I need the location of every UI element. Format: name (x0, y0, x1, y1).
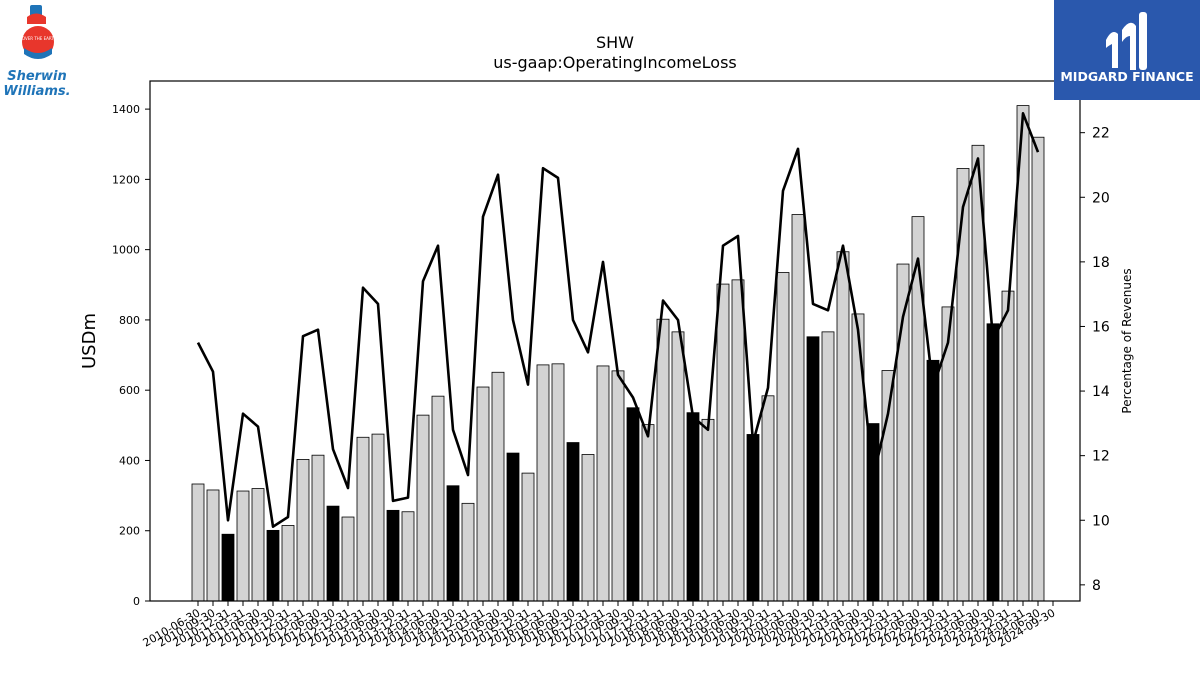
bar-2015-06-30 (491, 371, 505, 602)
y-tick-label: 200 (119, 525, 140, 538)
logo-text-sherwin: Sherwin (7, 69, 67, 84)
bar-2019-03-31 (716, 283, 730, 602)
midgard-finance-logo: MIDGARD FINANCE (1054, 0, 1200, 100)
bar-2010-09-30 (206, 489, 220, 602)
logo-text-williams: Williams. (3, 84, 70, 99)
y-tick-label: 0 (133, 595, 140, 608)
logo-seal-text: COVER THE EARTH (19, 36, 57, 41)
bar-2014-06-30 (431, 395, 445, 602)
bar-2019-09-30 (746, 434, 760, 602)
bar-2021-06-30 (851, 313, 865, 602)
chart-subtitle: us-gaap:OperatingIncomeLoss (493, 53, 737, 72)
bar-2021-09-30 (866, 423, 880, 602)
midgard-mark-icon (1106, 32, 1118, 68)
bar-2017-12-31 (641, 424, 655, 602)
bar-2016-12-31 (581, 454, 595, 602)
bar-2011-12-31 (281, 525, 295, 602)
bar-2022-09-30 (926, 359, 940, 602)
bar-2020-12-31 (821, 331, 835, 602)
bar-2018-09-30 (686, 412, 700, 602)
bar-2018-03-31 (656, 318, 670, 602)
plot-frame (149, 80, 1081, 602)
globe-icon (22, 26, 54, 58)
bar-2020-03-31 (776, 272, 790, 602)
y2-tick-label: 10 (1092, 513, 1110, 529)
midgard-text: MIDGARD FINANCE (1060, 69, 1193, 84)
bar-2021-03-31 (836, 251, 850, 602)
midgard-mark-bar (1139, 12, 1147, 70)
bar-2010-12-31 (221, 533, 235, 602)
bar-2023-12-31 (1001, 290, 1015, 602)
y-tick-label: 1000 (112, 244, 140, 257)
bar-2021-12-31 (881, 370, 895, 602)
bar-2012-09-30 (326, 505, 340, 602)
bar-2016-06-30 (551, 363, 565, 602)
bar-2010-06-30 (191, 483, 205, 602)
y2-tick-label: 12 (1092, 449, 1110, 465)
y2-tick-label: 14 (1092, 384, 1110, 400)
axes-group: 0 200 400 600 800 1000 1200 1400 8 10 12 14 16 18 20 22… (112, 80, 1110, 650)
bar-2012-03-31 (296, 459, 310, 602)
bar-2015-12-31 (521, 472, 535, 602)
y-tick-label: 400 (119, 454, 140, 467)
bar-2020-06-30 (791, 214, 805, 602)
globe-base-icon (24, 48, 52, 59)
bar-2023-09-30 (986, 323, 1000, 602)
bar-2022-12-31 (941, 306, 955, 602)
bar-2013-06-30 (371, 433, 385, 602)
bar-2014-03-31 (416, 414, 430, 602)
midgard-mark-icon-2 (1122, 22, 1136, 70)
bar-2018-12-31 (701, 418, 715, 602)
bar-2013-03-31 (356, 436, 370, 602)
bar-2014-12-31 (461, 502, 475, 602)
bar-2015-09-30 (506, 452, 520, 602)
y2-tick-label: 18 (1092, 255, 1110, 271)
y-tick-label: 800 (119, 314, 140, 327)
bar-2013-09-30 (386, 509, 400, 602)
bar-2024-06-30 (1031, 136, 1045, 602)
y2-tick-label: 16 (1092, 319, 1110, 335)
bar-2016-09-30 (566, 442, 580, 602)
bar-2012-12-31 (341, 516, 355, 602)
bar-2017-03-31 (596, 365, 610, 602)
percentage-line (196, 112, 1040, 529)
bar-2017-06-30 (611, 370, 625, 602)
y2-tick-label: 8 (1092, 578, 1101, 594)
y-axis-label: USDm (79, 313, 100, 369)
y2-tick-label: 22 (1092, 126, 1110, 142)
bar-2011-09-30 (266, 529, 280, 602)
bar-2014-09-30 (446, 485, 460, 602)
bar-2012-06-30 (311, 454, 325, 602)
y-tick-label: 1200 (112, 173, 140, 186)
bar-2019-06-30 (731, 279, 745, 602)
bar-2019-12-31 (761, 395, 775, 602)
chart-title: SHW (596, 33, 634, 52)
bar-2016-03-31 (536, 364, 550, 602)
bar-2018-06-30 (671, 331, 685, 602)
bar-2013-12-31 (401, 511, 415, 602)
y2-tick-label: 20 (1092, 190, 1110, 206)
bar-2017-09-30 (626, 407, 640, 602)
sherwin-williams-logo: COVER THE EARTH Sherwin Williams. (0, 0, 78, 100)
line-group (196, 112, 1040, 529)
bar-2015-03-31 (476, 386, 490, 602)
y-tick-label: 1400 (112, 103, 140, 116)
y2-axis-label: Percentage of Revenues (1120, 268, 1134, 413)
bar-2011-06-30 (251, 488, 265, 602)
paint-pour-icon (27, 13, 46, 24)
y-tick-label: 600 (119, 384, 140, 397)
bar-2020-09-30 (806, 336, 820, 602)
bar-2011-03-31 (236, 490, 250, 602)
